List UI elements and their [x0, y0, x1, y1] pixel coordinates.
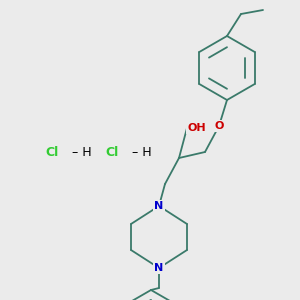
- Text: Cl: Cl: [45, 146, 58, 160]
- Text: N: N: [154, 201, 164, 211]
- Text: – H: – H: [128, 146, 152, 160]
- Text: O: O: [214, 121, 224, 131]
- Text: – H: – H: [68, 146, 92, 160]
- Text: OH: OH: [188, 123, 206, 133]
- Text: Cl: Cl: [105, 146, 119, 160]
- Text: N: N: [154, 263, 164, 273]
